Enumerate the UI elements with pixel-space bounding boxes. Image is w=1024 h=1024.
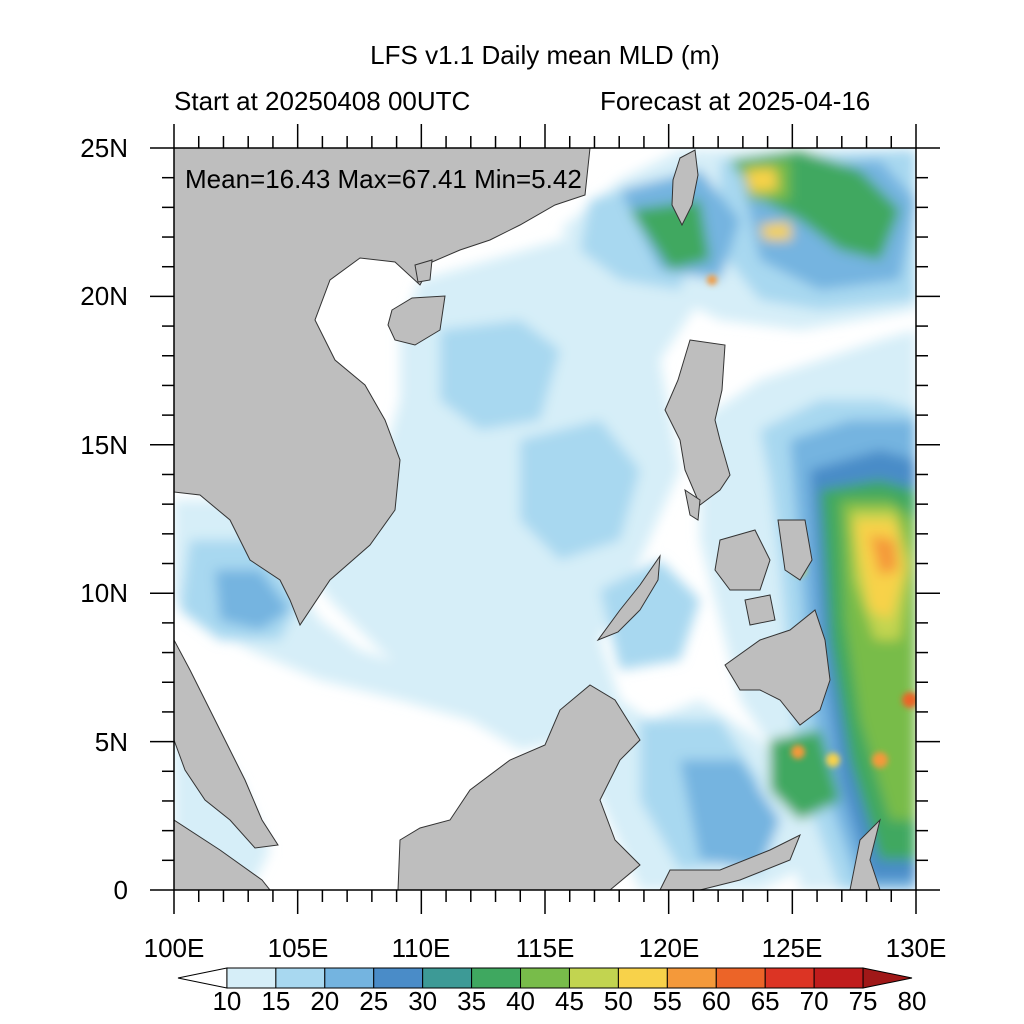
colorbar-level-label: 30 (408, 986, 438, 1016)
lat-tick-label: 20N (80, 281, 128, 311)
map-plot-area (174, 148, 916, 890)
colorbar-level-label: 75 (848, 986, 878, 1016)
colorbar-swatch (617, 967, 668, 989)
lon-tick-label: 105E (267, 933, 329, 963)
colorbar-level-label: 40 (506, 986, 535, 1016)
forecast-time-label: Forecast at 2025-04-16 (600, 86, 871, 116)
colorbar-swatch (520, 967, 570, 989)
lon-tick-label: 130E (885, 933, 947, 963)
colorbar-level-label: 65 (750, 986, 780, 1016)
colorbar-level-label: 55 (652, 986, 682, 1016)
colorbar-swatch (471, 967, 522, 989)
colorbar-level-label: 80 (897, 986, 927, 1016)
lon-tick-label: 100E (143, 933, 205, 963)
colorbar-swatch (226, 967, 277, 989)
colorbar-swatch (177, 967, 228, 989)
lat-tick-label: 10N (80, 578, 128, 608)
axis-ticks (150, 124, 940, 914)
colorbar-swatch (324, 967, 375, 989)
start-time-label: Start at 20250408 00UTC (174, 86, 471, 116)
lat-tick-label: 25N (80, 133, 128, 163)
colorbar-swatch (275, 967, 326, 989)
colorbar-swatch (373, 967, 424, 989)
lat-tick-label: 5N (94, 727, 128, 757)
lon-tick-label: 115E (515, 933, 575, 963)
stats-label: Mean=16.43 Max=67.41 Min=5.42 (185, 164, 582, 194)
colorbar-swatch (666, 967, 717, 989)
colorbar-swatch (862, 967, 913, 989)
mld-field (174, 148, 916, 890)
colorbar-level-label: 10 (212, 986, 242, 1016)
colorbar-level-label: 45 (554, 986, 584, 1016)
map-title: LFS v1.1 Daily mean MLD (m) (370, 40, 720, 70)
lon-tick-label: 110E (391, 933, 451, 963)
colorbar-level-label: 50 (603, 986, 633, 1016)
colorbar-swatch (568, 967, 619, 989)
lon-tick-label: 120E (638, 933, 700, 963)
lat-tick-label: 0 (113, 875, 128, 905)
lat-tick-label: 15N (80, 430, 128, 460)
colorbar-swatch (764, 967, 815, 989)
lon-tick-label: 125E (761, 933, 823, 963)
colorbar-level-label: 25 (359, 986, 389, 1016)
land (174, 148, 881, 890)
colorbar-level-label: 60 (701, 986, 731, 1016)
colorbar-level-label: 20 (310, 986, 340, 1016)
mld-hotspots (707, 275, 916, 768)
colorbar-level-label: 70 (799, 986, 829, 1016)
colorbar-level-label: 35 (457, 986, 487, 1016)
colorbar-swatch (422, 967, 473, 989)
colorbar-swatch (813, 967, 864, 989)
colorbar-swatch (715, 967, 766, 989)
colorbar-level-label: 15 (261, 986, 291, 1016)
colorbar (177, 967, 913, 989)
